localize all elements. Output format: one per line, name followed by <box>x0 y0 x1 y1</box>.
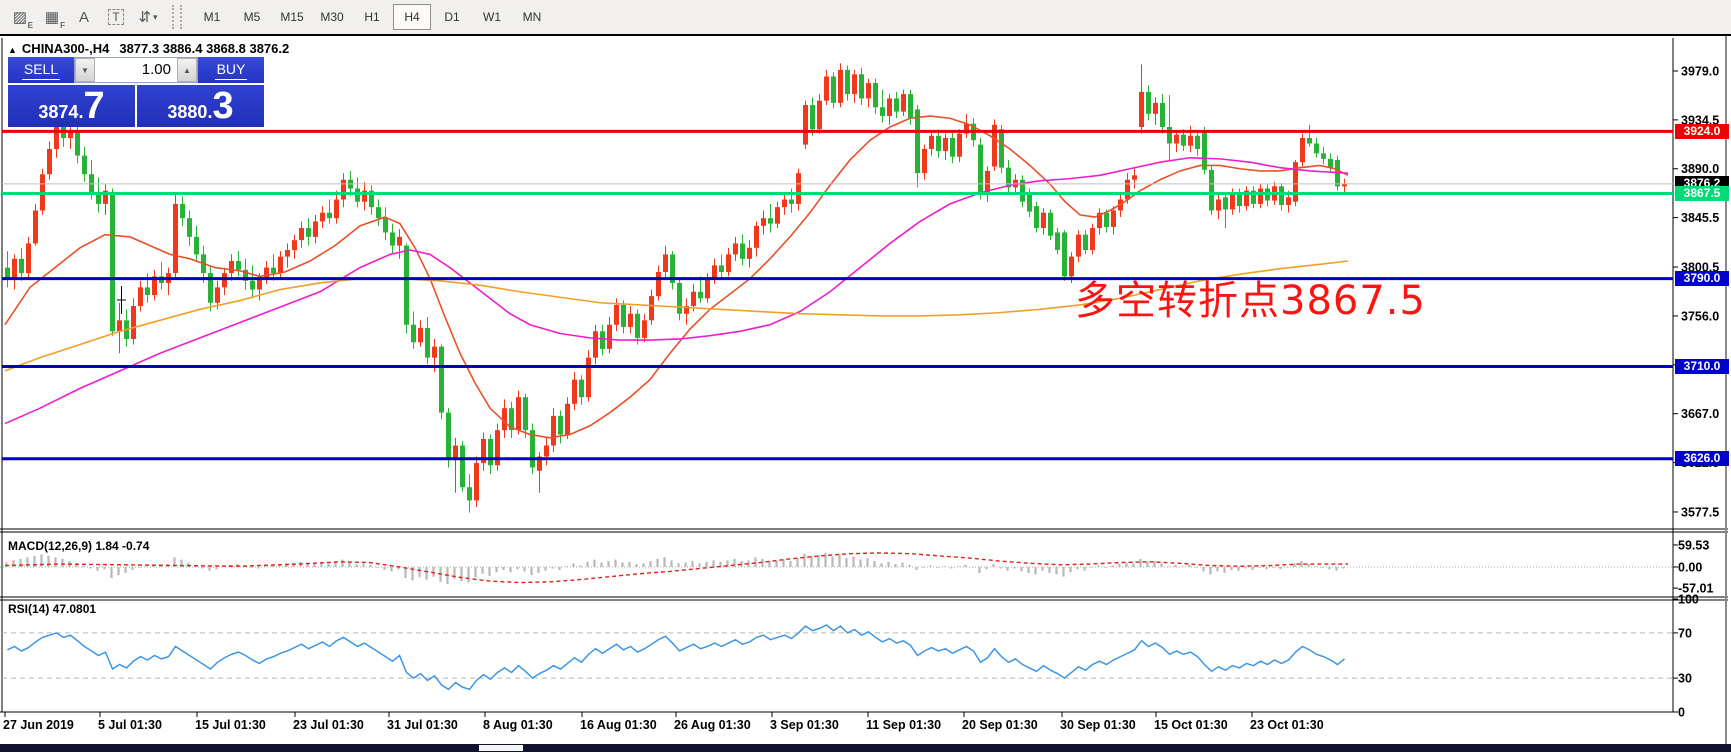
buy-price[interactable]: 3880. 3 <box>137 85 264 127</box>
svg-text:3845.5: 3845.5 <box>1681 211 1719 225</box>
collapse-panel-icon[interactable]: ▲ <box>8 45 17 55</box>
svg-text:15 Oct 01:30: 15 Oct 01:30 <box>1154 718 1228 732</box>
rsi-pane: 100 70 30 0 <box>2 593 1699 720</box>
svg-text:3577.5: 3577.5 <box>1681 505 1719 519</box>
svg-text:15 Jul 01:30: 15 Jul 01:30 <box>195 718 266 732</box>
ma-medium-line <box>4 156 1349 425</box>
text-label-icon[interactable]: A <box>78 8 89 26</box>
svg-text:-57.01: -57.01 <box>1678 582 1713 596</box>
sell-button[interactable]: SELL <box>8 57 74 83</box>
svg-text:27 Jun 2019: 27 Jun 2019 <box>3 718 74 732</box>
svg-text:26 Aug 01:30: 26 Aug 01:30 <box>674 718 751 732</box>
volume-spinner: ▼ 1.00 ▲ <box>74 57 198 83</box>
timeframe-button-m30[interactable]: M30 <box>320 10 344 24</box>
timeframe-button-h1[interactable]: H1 <box>364 10 380 24</box>
svg-text:11 Sep 01:30: 11 Sep 01:30 <box>866 718 941 732</box>
svg-text:30 Sep 01:30: 30 Sep 01:30 <box>1060 718 1136 732</box>
chart-annotation: 多空转折点3867.5 <box>1075 278 1426 324</box>
volume-increase-button[interactable]: ▲ <box>177 58 197 82</box>
svg-text:30: 30 <box>1678 672 1692 686</box>
svg-text:100: 100 <box>1678 593 1699 607</box>
svg-text:20 Sep 01:30: 20 Sep 01:30 <box>962 718 1038 732</box>
svg-text:3 Sep 01:30: 3 Sep 01:30 <box>770 718 839 732</box>
equidistant-channel-icon[interactable]: ▨ E <box>12 9 33 30</box>
symbol-label: CHINA300-,H4 <box>21 41 110 56</box>
price-line-label: 3710.0 <box>1675 358 1729 374</box>
price-line-label: 3626.0 <box>1675 451 1729 467</box>
rsi-indicator-label: RSI(14) 47.0801 <box>8 602 97 616</box>
buy-button[interactable]: BUY <box>198 57 264 83</box>
svg-text:5 Jul 01:30: 5 Jul 01:30 <box>98 718 162 732</box>
svg-text:3756.0: 3756.0 <box>1681 309 1719 323</box>
time-axis: 27 Jun 2019 5 Jul 01:30 15 Jul 01:30 23 Jul… <box>3 712 1324 732</box>
timeframe-button-mn[interactable]: MN <box>522 10 542 24</box>
arrows-tool-icon[interactable]: ⇵ ▾ <box>138 9 158 26</box>
text-box-icon[interactable]: T <box>102 4 130 30</box>
macd-pane: 59.53 0.00 -57.01 <box>0 538 1713 596</box>
timeframe-button-w1[interactable]: W1 <box>483 10 501 24</box>
fibonacci-retracement-icon[interactable]: ▦ F <box>44 9 65 30</box>
svg-text:8 Aug 01:30: 8 Aug 01:30 <box>483 718 553 732</box>
svg-text:70: 70 <box>1678 626 1692 640</box>
timeframe-button-d1[interactable]: D1 <box>444 10 460 24</box>
timeframe-button-m5[interactable]: M5 <box>243 10 261 24</box>
sell-price[interactable]: 3874. 7 <box>8 85 135 127</box>
svg-text:0.00: 0.00 <box>1678 561 1702 575</box>
timeframe-button-h4[interactable]: H4 <box>393 4 431 30</box>
pane-borders <box>0 36 1728 752</box>
svg-text:0: 0 <box>1678 706 1685 720</box>
macd-indicator-label: MACD(12,26,9) 1.84 -0.74 <box>8 539 150 553</box>
chart-title: ▲ CHINA300-,H4 3877.3 3886.4 3868.8 3876.2 <box>8 41 289 56</box>
svg-text:3800.5: 3800.5 <box>1681 261 1719 275</box>
svg-text:3667.0: 3667.0 <box>1681 407 1719 421</box>
svg-text:23 Jul 01:30: 23 Jul 01:30 <box>293 718 364 732</box>
volume-input[interactable]: 1.00 <box>141 61 171 78</box>
svg-text:3934.5: 3934.5 <box>1681 113 1719 127</box>
bottom-bar <box>0 744 1731 752</box>
svg-text:3890.0: 3890.0 <box>1681 162 1719 176</box>
volume-decrease-button[interactable]: ▼ <box>75 58 95 82</box>
ma-slow-line <box>4 260 1349 372</box>
one-click-trading-panel: SELL ▼ 1.00 ▲ BUY 3874. 7 3880. 3 <box>8 57 264 127</box>
price-line-label: 3790.0 <box>1675 271 1729 287</box>
ohlc-values: 3877.3 3886.4 3868.8 3876.2 <box>119 41 290 56</box>
toolbar-drag-handle[interactable] <box>172 5 182 29</box>
crosshair-marker <box>117 286 126 314</box>
svg-text:3979.0: 3979.0 <box>1681 65 1719 79</box>
timeframe-button-m15[interactable]: M15 <box>280 10 304 24</box>
svg-text:59.53: 59.53 <box>1678 538 1709 552</box>
price-lines <box>2 129 1673 461</box>
bottom-bar-chip <box>479 745 523 751</box>
price-line-label: 3867.5 <box>1675 185 1729 201</box>
svg-text:31 Jul 01:30: 31 Jul 01:30 <box>387 718 458 732</box>
svg-text:16 Aug 01:30: 16 Aug 01:30 <box>580 718 657 732</box>
timeframe-button-m1[interactable]: M1 <box>203 10 221 24</box>
toolbar: ▨ E ▦ F A T ⇵ ▾ M1 M5 M15 M30 H1 H4 D1 W1 MN <box>0 0 1731 36</box>
svg-text:23 Oct 01:30: 23 Oct 01:30 <box>1250 718 1324 732</box>
price-line-label: 3924.0 <box>1675 123 1729 139</box>
